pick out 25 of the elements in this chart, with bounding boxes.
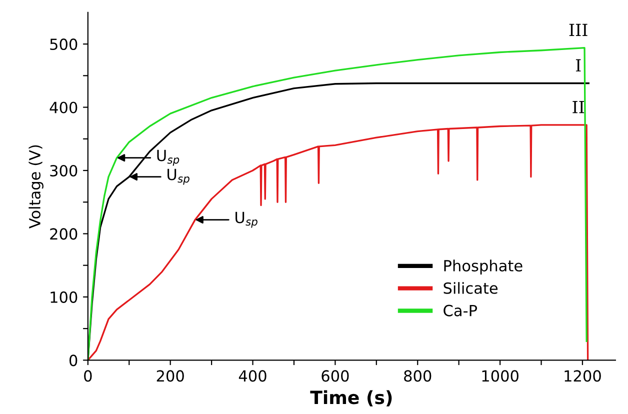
- line-series: [88, 124, 589, 360]
- legend-label: Ca-P: [444, 304, 478, 316]
- y-tick-label: 200: [50, 228, 78, 240]
- legend-label: Silicate: [444, 282, 498, 294]
- x-tick-label: 400: [238, 370, 266, 382]
- annotation: U$_{sp}$: [236, 212, 258, 228]
- y-tick-label: 100: [50, 291, 78, 303]
- y-axis-title: Voltage (V): [28, 145, 44, 228]
- annotation: U$_{sp}$: [168, 168, 190, 185]
- x-axis-title: Time (s): [310, 390, 392, 406]
- x-tick-label: 0: [84, 370, 92, 382]
- x-tick-label: 600: [322, 370, 349, 382]
- legend-label: Phosphate: [444, 260, 522, 274]
- annotation: II: [572, 101, 584, 114]
- x-tick-label: 800: [404, 370, 432, 382]
- y-tick-label: 0: [69, 354, 78, 366]
- x-tick-label: 1000: [482, 370, 518, 382]
- annotation: I: [576, 59, 581, 72]
- x-tick-label: 200: [156, 370, 184, 382]
- y-tick-label: 400: [50, 102, 78, 114]
- annotation: III: [569, 24, 588, 36]
- annotation: U$_{sp}$: [157, 150, 180, 166]
- y-tick-label: 300: [50, 164, 78, 177]
- x-tick-label: 1200: [564, 370, 601, 382]
- y-tick-label: 500: [50, 38, 78, 50]
